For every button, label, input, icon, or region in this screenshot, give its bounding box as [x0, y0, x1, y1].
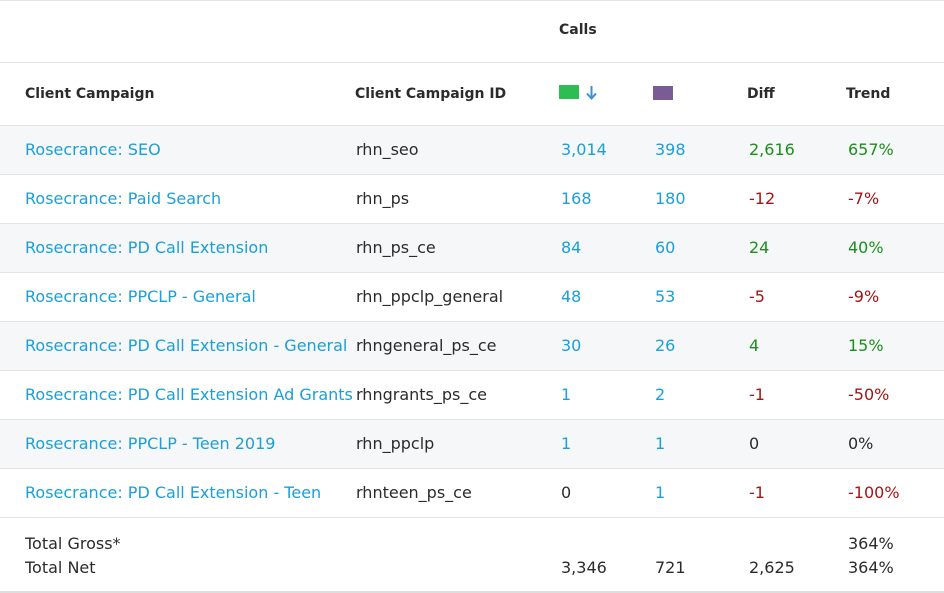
- diff-cell: -1: [749, 385, 765, 404]
- previous-calls-cell: 60: [655, 238, 676, 257]
- total-net-diff: 2,625: [749, 558, 795, 577]
- column-header-campaign-id[interactable]: Client Campaign ID: [355, 86, 507, 102]
- current-calls-cell: 1: [561, 434, 572, 453]
- current-calls-cell: 30: [561, 336, 582, 355]
- campaign-link[interactable]: Rosecrance: PD Call Extension - General: [25, 336, 348, 355]
- previous-calls-cell: 180: [655, 189, 686, 208]
- total-net-trend: 364%: [848, 558, 894, 577]
- total-net-current: 3,346: [561, 558, 607, 577]
- column-header-current-period[interactable]: [559, 82, 597, 102]
- trend-cell: -100%: [848, 483, 900, 502]
- column-header-trend[interactable]: Trend: [846, 86, 891, 102]
- previous-calls-cell: 1: [655, 483, 666, 502]
- campaign-link[interactable]: Rosecrance: PD Call Extension Ad Grants: [25, 385, 353, 404]
- current-calls-cell: 3,014: [561, 140, 607, 159]
- diff-cell: 0: [749, 434, 760, 453]
- campaign-id-cell: rhngrants_ps_ce: [356, 385, 487, 404]
- column-group-header-row: Calls: [0, 1, 944, 63]
- current-calls-cell: 0: [561, 483, 572, 502]
- campaign-link[interactable]: Rosecrance: PPCLP - Teen 2019: [25, 434, 276, 453]
- table-row: Rosecrance: PD Call Extension rhn_ps_ce 84…: [0, 224, 944, 273]
- column-header-campaign[interactable]: Client Campaign: [25, 86, 155, 102]
- total-net-previous: 721: [655, 558, 686, 577]
- table-row: Rosecrance: SEO rhn_seo 3,014 398 2,616 657%: [0, 126, 944, 175]
- table-row: Rosecrance: Paid Search rhn_ps 168 180 -12 -7…: [0, 175, 944, 224]
- column-header-diff[interactable]: Diff: [747, 86, 775, 102]
- sort-descending-icon[interactable]: [586, 85, 597, 100]
- campaign-id-cell: rhngeneral_ps_ce: [356, 336, 497, 355]
- current-calls-cell: 1: [561, 385, 572, 404]
- previous-calls-cell: 26: [655, 336, 676, 355]
- calls-group-header: Calls: [559, 22, 597, 38]
- table-row: Rosecrance: PPCLP - General rhn_ppclp_gen…: [0, 273, 944, 322]
- campaign-id-cell: rhn_ppclp: [356, 434, 435, 453]
- diff-cell: 4: [749, 336, 760, 355]
- campaign-id-cell: rhn_ps: [356, 189, 410, 208]
- campaign-id-cell: rhn_seo: [356, 140, 419, 159]
- table-row: Rosecrance: PPCLP - Teen 2019 rhn_ppclp 1 1…: [0, 420, 944, 469]
- total-net-label: Total Net: [25, 558, 96, 577]
- total-gross-label: Total Gross*: [25, 534, 121, 553]
- total-gross-trend: 364%: [848, 534, 894, 553]
- current-calls-cell: 168: [561, 189, 592, 208]
- column-header-previous-period[interactable]: [653, 83, 673, 103]
- campaign-link[interactable]: Rosecrance: PD Call Extension: [25, 238, 269, 257]
- trend-cell: 40%: [848, 238, 884, 257]
- previous-calls-cell: 2: [655, 385, 666, 404]
- previous-calls-cell: 1: [655, 434, 666, 453]
- diff-cell: -1: [749, 483, 765, 502]
- previous-period-swatch: [653, 86, 673, 100]
- campaign-id-cell: rhnteen_ps_ce: [356, 483, 472, 502]
- campaign-id-cell: rhn_ppclp_general: [356, 287, 504, 306]
- totals-section: Total Gross* 364% Total Net 3,346 721 2,…: [0, 518, 944, 592]
- campaign-link[interactable]: Rosecrance: PPCLP - General: [25, 287, 256, 306]
- current-period-swatch: [559, 85, 579, 99]
- current-calls-cell: 48: [561, 287, 582, 306]
- campaign-link[interactable]: Rosecrance: PD Call Extension - Teen: [25, 483, 322, 502]
- previous-calls-cell: 53: [655, 287, 676, 306]
- table-row: Rosecrance: PD Call Extension Ad Grants r…: [0, 371, 944, 420]
- table-row: Rosecrance: PD Call Extension - General r…: [0, 322, 944, 371]
- diff-cell: -12: [749, 189, 776, 208]
- previous-calls-cell: 398: [655, 140, 686, 159]
- column-header-row: Client Campaign Client Campaign ID Diff …: [0, 63, 944, 126]
- campaign-id-cell: rhn_ps_ce: [356, 238, 436, 257]
- diff-cell: -5: [749, 287, 765, 306]
- trend-cell: -7%: [848, 189, 880, 208]
- campaign-link[interactable]: Rosecrance: Paid Search: [25, 189, 222, 208]
- diff-cell: 24: [749, 238, 770, 257]
- current-calls-cell: 84: [561, 238, 582, 257]
- trend-cell: 15%: [848, 336, 884, 355]
- trend-cell: 657%: [848, 140, 894, 159]
- trend-cell: -9%: [848, 287, 880, 306]
- table-row: Rosecrance: PD Call Extension - Teen rhnt…: [0, 469, 944, 518]
- trend-cell: -50%: [848, 385, 890, 404]
- trend-cell: 0%: [848, 434, 874, 453]
- diff-cell: 2,616: [749, 140, 795, 159]
- campaign-link[interactable]: Rosecrance: SEO: [25, 140, 161, 159]
